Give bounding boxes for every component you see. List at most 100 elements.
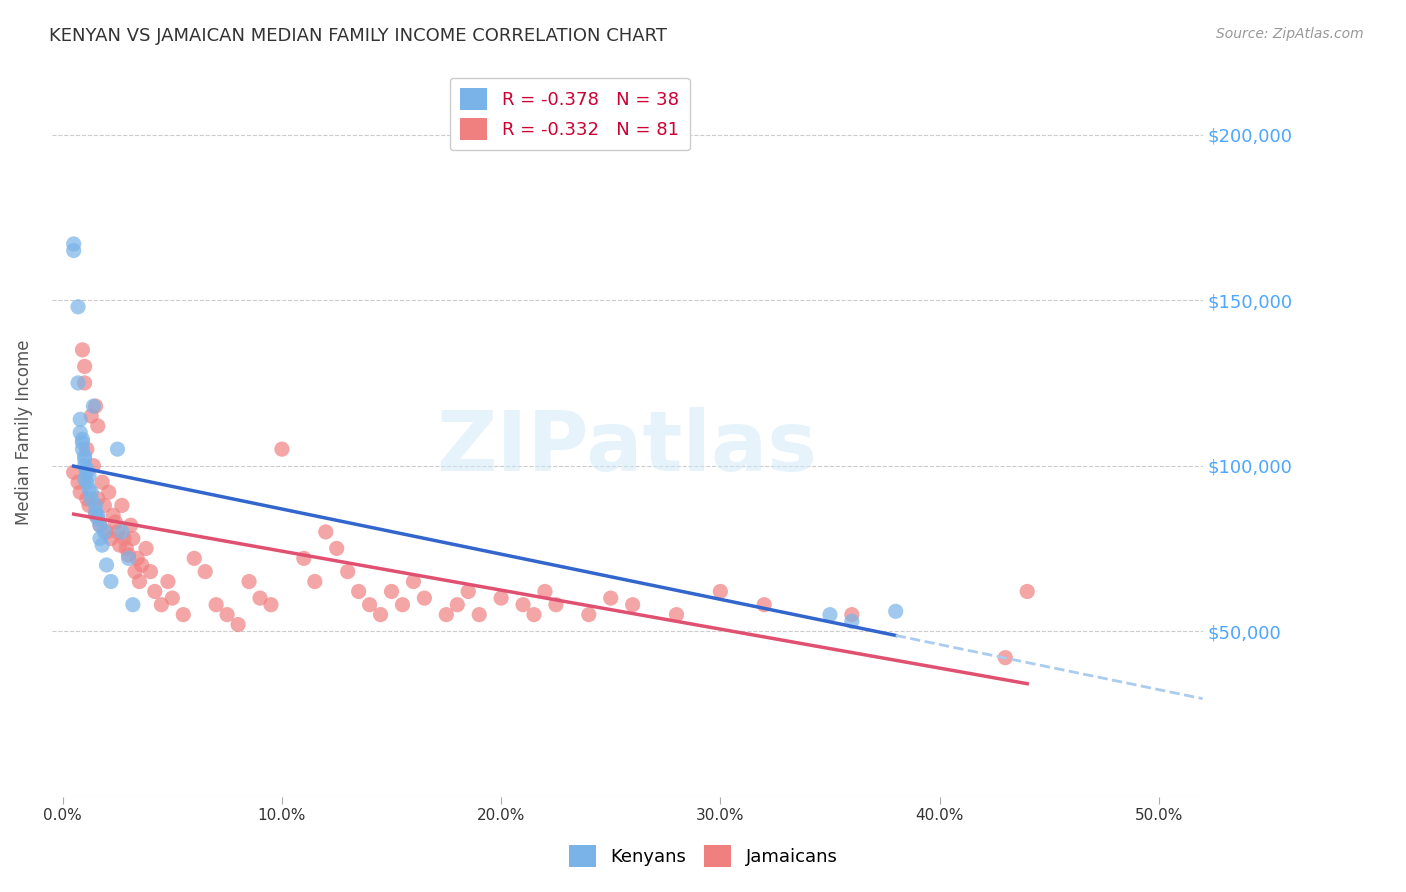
Point <box>76 475 98 490</box>
Point <box>62 466 84 480</box>
Point <box>108 538 131 552</box>
Point <box>80 485 103 500</box>
Point <box>72 435 94 450</box>
Point <box>117 551 139 566</box>
Point <box>107 524 129 539</box>
Legend: R = -0.378   N = 38, R = -0.332   N = 81: R = -0.378 N = 38, R = -0.332 N = 81 <box>450 78 690 151</box>
Point <box>97 485 120 500</box>
Point <box>84 499 107 513</box>
Point <box>73 449 96 463</box>
Point <box>73 472 96 486</box>
Point <box>67 300 90 314</box>
Point <box>112 532 135 546</box>
Point <box>104 515 127 529</box>
Point <box>391 598 413 612</box>
Point <box>115 541 138 556</box>
Point <box>534 584 557 599</box>
Text: ZIPatlas: ZIPatlas <box>437 407 818 488</box>
Point <box>117 548 139 562</box>
Point <box>260 598 283 612</box>
Point <box>73 452 96 467</box>
Point <box>884 604 907 618</box>
Point <box>91 475 114 490</box>
Point <box>468 607 491 622</box>
Point <box>489 591 512 606</box>
Point <box>665 607 688 622</box>
Point <box>77 468 100 483</box>
Point <box>336 565 359 579</box>
Point <box>93 524 115 539</box>
Point <box>621 598 644 612</box>
Point <box>89 518 111 533</box>
Point <box>446 598 468 612</box>
Point <box>194 565 217 579</box>
Point <box>238 574 260 589</box>
Point <box>150 598 173 612</box>
Point <box>62 236 84 251</box>
Point <box>100 532 122 546</box>
Point <box>131 558 153 572</box>
Point <box>1017 584 1039 599</box>
Point <box>124 565 146 579</box>
Point <box>77 482 100 496</box>
Point <box>544 598 567 612</box>
Point <box>101 508 124 523</box>
Point <box>271 442 294 457</box>
Point <box>96 558 118 572</box>
Point <box>818 607 841 622</box>
Point <box>120 518 142 533</box>
Legend: Kenyans, Jamaicans: Kenyans, Jamaicans <box>561 838 845 874</box>
Point <box>162 591 184 606</box>
Point <box>183 551 205 566</box>
Point <box>754 598 776 612</box>
Point <box>249 591 271 606</box>
Point <box>292 551 315 566</box>
Point <box>100 574 122 589</box>
Point <box>205 598 228 612</box>
Point <box>87 491 110 506</box>
Point <box>143 584 166 599</box>
Point <box>69 485 91 500</box>
Point <box>523 607 546 622</box>
Point <box>359 598 381 612</box>
Point <box>67 376 90 390</box>
Point <box>325 541 347 556</box>
Point <box>841 607 863 622</box>
Point <box>82 458 104 473</box>
Point <box>578 607 600 622</box>
Y-axis label: Median Family Income: Median Family Income <box>15 340 32 525</box>
Point <box>73 458 96 473</box>
Point <box>127 551 149 566</box>
Point <box>76 462 98 476</box>
Point <box>370 607 392 622</box>
Point <box>96 524 118 539</box>
Point <box>73 376 96 390</box>
Point <box>87 508 110 523</box>
Point <box>135 541 157 556</box>
Point <box>91 538 114 552</box>
Point <box>156 574 179 589</box>
Point <box>84 505 107 519</box>
Point <box>76 442 98 457</box>
Point <box>347 584 370 599</box>
Point <box>413 591 436 606</box>
Point <box>72 432 94 446</box>
Point <box>84 508 107 523</box>
Point <box>72 442 94 457</box>
Point <box>82 399 104 413</box>
Point <box>457 584 479 599</box>
Point <box>80 491 103 506</box>
Point <box>107 442 129 457</box>
Point <box>69 425 91 440</box>
Point <box>172 607 194 622</box>
Point <box>512 598 534 612</box>
Point <box>87 419 110 434</box>
Point <box>111 499 134 513</box>
Point <box>73 359 96 374</box>
Point <box>80 409 103 423</box>
Point <box>380 584 402 599</box>
Point <box>77 499 100 513</box>
Point <box>76 491 98 506</box>
Point <box>304 574 326 589</box>
Point <box>111 524 134 539</box>
